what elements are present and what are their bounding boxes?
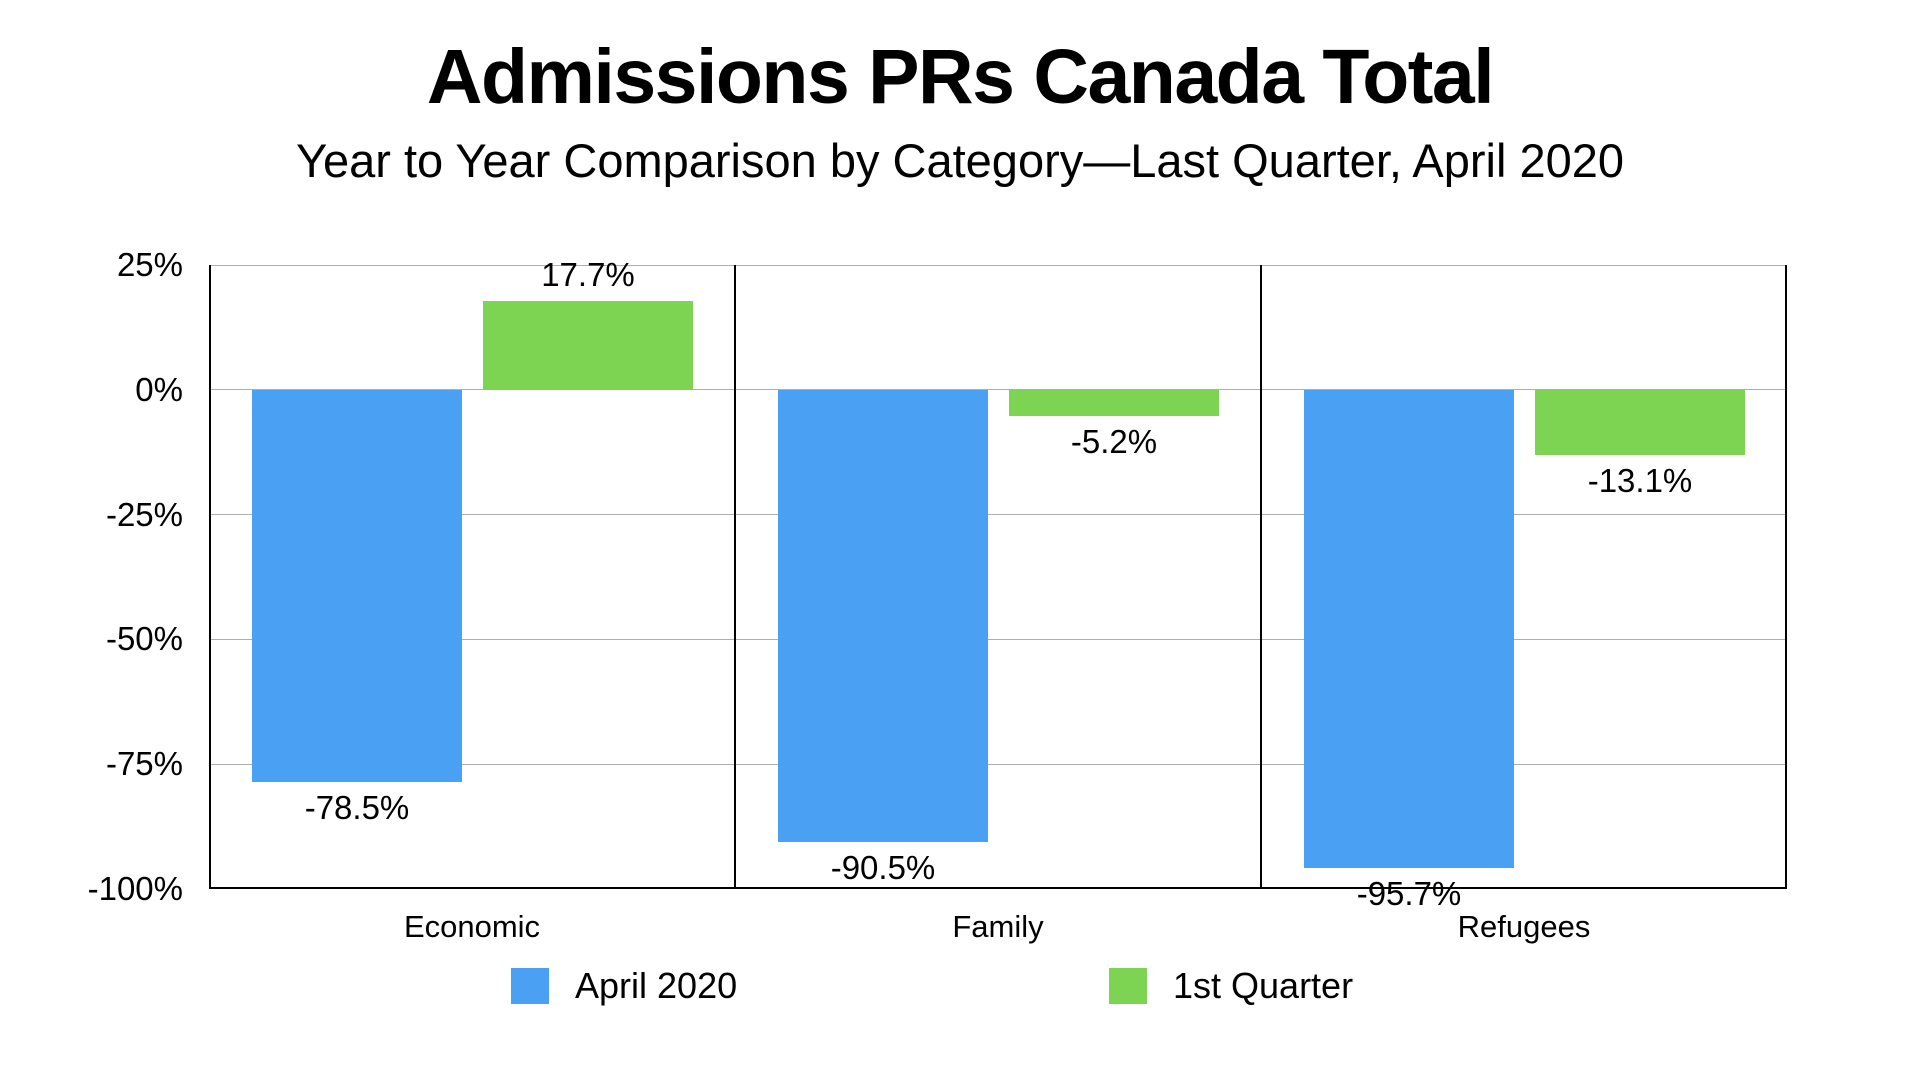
y-axis-tick-label: -25% bbox=[105, 495, 183, 533]
bar-april-2020-economic bbox=[252, 389, 462, 782]
bar-value-label-april-2020-family: -90.5% bbox=[830, 848, 936, 886]
category-label-refugees: Refugees bbox=[1457, 909, 1591, 944]
legend-item-1st-quarter: 1st Quarter bbox=[1109, 966, 1353, 1006]
bar-value-label-1st-quarter-economic: 17.7% bbox=[541, 256, 635, 294]
gridline bbox=[209, 264, 1787, 266]
legend-color-swatch-april-2020 bbox=[511, 968, 549, 1004]
y-axis-tick-label: -50% bbox=[105, 620, 183, 658]
bar-1st-quarter-family bbox=[1009, 389, 1219, 416]
legend-item-april-2020: April 2020 bbox=[511, 966, 737, 1006]
x-axis-line bbox=[209, 887, 1787, 889]
bar-value-label-april-2020-economic: -78.5% bbox=[304, 788, 410, 826]
plot-area: -78.5% 17.7% -90.5% -5.2% -95.7% -13.1% bbox=[209, 256, 1787, 912]
gridline bbox=[209, 763, 1787, 765]
chart-title: Admissions PRs Canada Total bbox=[426, 34, 1495, 120]
panel-divider bbox=[734, 265, 736, 889]
bar-1st-quarter-refugees bbox=[1535, 389, 1745, 456]
category-label-family: Family bbox=[952, 909, 1044, 944]
legend-label-april-2020: April 2020 bbox=[575, 965, 738, 1006]
bar-1st-quarter-economic bbox=[483, 301, 693, 390]
y-axis-line bbox=[209, 265, 211, 889]
y-axis-tick-label: 0% bbox=[135, 370, 183, 408]
bar-value-label-1st-quarter-refugees: -13.1% bbox=[1587, 462, 1693, 500]
gridline bbox=[209, 514, 1787, 516]
bar-value-label-1st-quarter-family: -5.2% bbox=[1070, 422, 1158, 460]
gridline bbox=[209, 389, 1787, 391]
legend-color-swatch-1st-quarter bbox=[1109, 968, 1147, 1004]
y-axis-tick-label: 25% bbox=[116, 246, 183, 283]
y-axis-tick-label: -75% bbox=[105, 745, 183, 783]
plot-right-border bbox=[1785, 265, 1787, 889]
y-axis-tick-label: -100% bbox=[87, 870, 183, 907]
panel-divider bbox=[1260, 265, 1262, 889]
chart-subtitle: Year to Year Comparison by Category—Last… bbox=[295, 134, 1625, 187]
gridline bbox=[209, 638, 1787, 640]
bar-april-2020-family bbox=[778, 389, 988, 842]
legend-label-1st-quarter: 1st Quarter bbox=[1173, 965, 1354, 1006]
category-label-economic: Economic bbox=[403, 909, 541, 944]
bar-april-2020-refugees bbox=[1304, 389, 1514, 868]
bar-value-label-april-2020-refugees: -95.7% bbox=[1356, 874, 1462, 912]
